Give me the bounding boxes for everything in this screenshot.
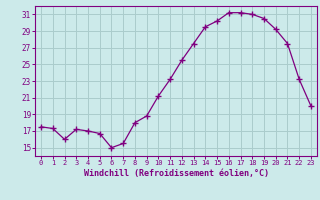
X-axis label: Windchill (Refroidissement éolien,°C): Windchill (Refroidissement éolien,°C) xyxy=(84,169,268,178)
